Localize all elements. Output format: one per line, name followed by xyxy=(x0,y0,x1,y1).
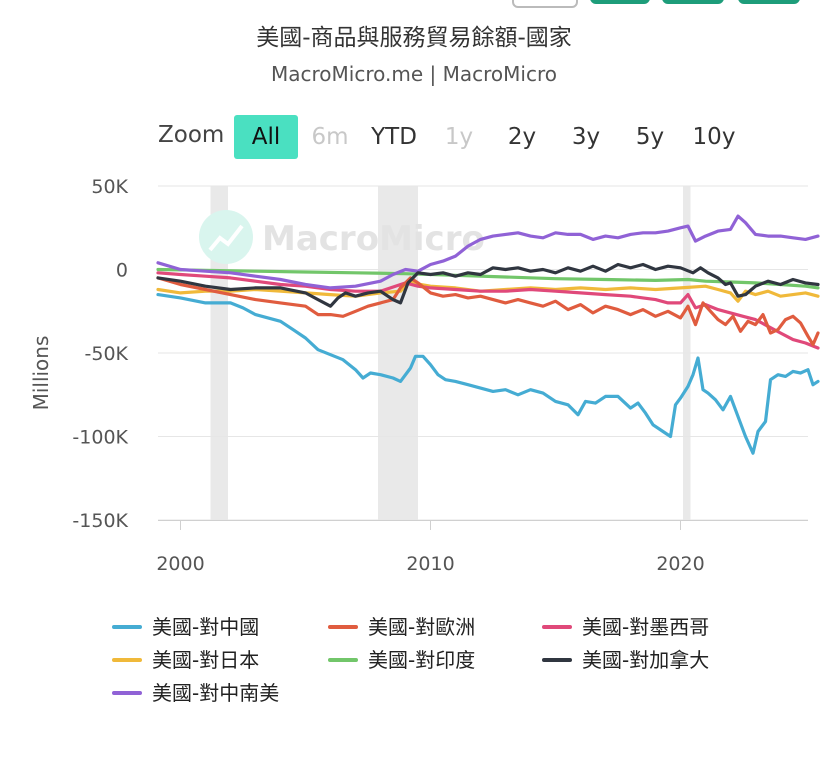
legend-label: 美國-對中國 xyxy=(152,615,260,639)
legend-swatch xyxy=(328,657,358,662)
range-button-6m: 6m xyxy=(311,124,349,150)
range-button-2y[interactable]: 2y xyxy=(507,124,537,150)
legend-swatch xyxy=(542,624,572,629)
series-line-3[interactable] xyxy=(156,271,820,350)
x-tick-label: 2000 xyxy=(156,553,204,575)
legend-item[interactable]: 美國-對加拿大 xyxy=(542,645,709,675)
legend-item[interactable]: 美國-對中南美 xyxy=(112,678,279,708)
watermark-text: MacroMicro xyxy=(262,219,485,259)
legend-label: 美國-對日本 xyxy=(152,648,260,672)
x-tick-label: 2010 xyxy=(406,553,454,575)
legend-item[interactable]: 美國-對中國 xyxy=(112,612,259,642)
watermark-logo xyxy=(199,210,253,264)
legend-item[interactable]: 美國-對歐洲 xyxy=(328,612,475,642)
y-tick-label: -100K xyxy=(72,427,128,449)
top-action-button-3[interactable] xyxy=(662,0,724,4)
range-button-3y[interactable]: 3y xyxy=(571,124,601,150)
x-tick-label: 2020 xyxy=(656,553,704,575)
legend-swatch xyxy=(328,624,358,629)
top-action-button-4[interactable] xyxy=(738,0,800,4)
chart-subtitle: MacroMicro.me | MacroMicro xyxy=(271,62,557,86)
legend-item[interactable]: 美國-對印度 xyxy=(328,645,475,675)
y-axis-title: Millions xyxy=(29,336,53,411)
chart-title: 美國-商品與服務貿易餘額-國家 xyxy=(256,25,572,51)
y-tick-label: 0 xyxy=(116,260,128,282)
range-button-5y[interactable]: 5y xyxy=(635,124,665,150)
legend-item[interactable]: 美國-對墨西哥 xyxy=(542,612,709,642)
chart-legend: 美國-對中國 美國-對歐洲 美國-對墨西哥美國-對日本 美國-對印度 美國-對加拿大美國… xyxy=(0,612,828,722)
series-line-2[interactable] xyxy=(156,276,820,347)
series-line-6[interactable] xyxy=(156,262,820,308)
legend-swatch xyxy=(112,624,142,629)
y-tick-label: 50K xyxy=(91,176,128,198)
y-tick-label: -50K xyxy=(85,343,129,365)
watermark-icon xyxy=(199,210,253,264)
legend-label: 美國-對印度 xyxy=(368,648,476,672)
legend-swatch xyxy=(112,690,142,695)
watermark-icon-line xyxy=(208,224,244,252)
y-tick-label: -150K xyxy=(72,510,128,532)
legend-label: 美國-對加拿大 xyxy=(582,648,710,672)
legend-label: 美國-對中南美 xyxy=(152,681,280,705)
legend-label: 美國-對墨西哥 xyxy=(582,615,710,639)
zoom-label: Zoom xyxy=(158,122,225,148)
top-action-button-2[interactable] xyxy=(590,0,650,4)
top-action-button-1[interactable] xyxy=(512,0,578,8)
range-button-all[interactable]: All xyxy=(234,115,298,159)
legend-swatch xyxy=(112,657,142,662)
series-line-7[interactable] xyxy=(156,214,820,290)
legend-item[interactable]: 美國-對日本 xyxy=(112,645,259,675)
series-line-1[interactable] xyxy=(156,293,820,455)
legend-swatch xyxy=(542,657,572,662)
range-button-1y: 1y xyxy=(444,124,474,150)
range-button-ytd[interactable]: YTD xyxy=(371,124,417,150)
chart-canvas: MacroMicro 50K 0 -50K -100K -150K 2000 2010 2020… xyxy=(29,176,820,575)
legend-label: 美國-對歐洲 xyxy=(368,615,476,639)
range-button-10y[interactable]: 10y xyxy=(692,124,736,150)
